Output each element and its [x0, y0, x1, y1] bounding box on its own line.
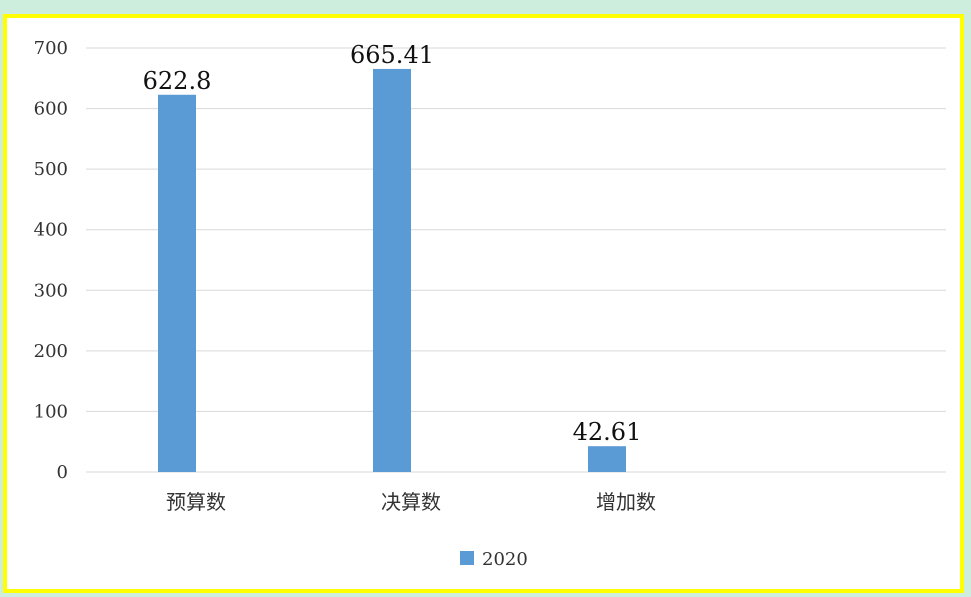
y-tick-label: 700 — [34, 38, 68, 59]
x-axis-categories: 预算数 决算数 增加数 — [166, 490, 656, 514]
gridlines — [86, 47, 946, 473]
data-label: 622.8 — [143, 67, 212, 95]
y-tick-label: 400 — [34, 220, 68, 241]
data-label: 42.61 — [573, 418, 642, 446]
legend: 2020 — [460, 549, 528, 570]
y-tick-label: 200 — [34, 341, 68, 362]
y-tick-label: 100 — [34, 401, 68, 422]
y-tick-label: 300 — [34, 280, 68, 301]
bars — [158, 68, 626, 473]
y-axis-ticks: 0 100 200 300 400 500 600 700 — [34, 38, 68, 483]
x-category-label: 增加数 — [596, 490, 656, 514]
data-labels: 622.8 665.41 42.61 — [143, 41, 642, 446]
x-category-label: 决算数 — [381, 490, 441, 514]
y-tick-label: 500 — [34, 159, 68, 180]
y-tick-label: 600 — [34, 99, 68, 120]
legend-label-2020: 2020 — [482, 549, 528, 570]
bar — [373, 68, 411, 472]
bar — [588, 446, 626, 472]
data-label: 665.41 — [350, 41, 434, 69]
x-category-label: 预算数 — [166, 490, 226, 514]
legend-swatch-2020 — [460, 551, 474, 565]
bar — [158, 94, 196, 473]
y-tick-label: 0 — [57, 462, 68, 483]
